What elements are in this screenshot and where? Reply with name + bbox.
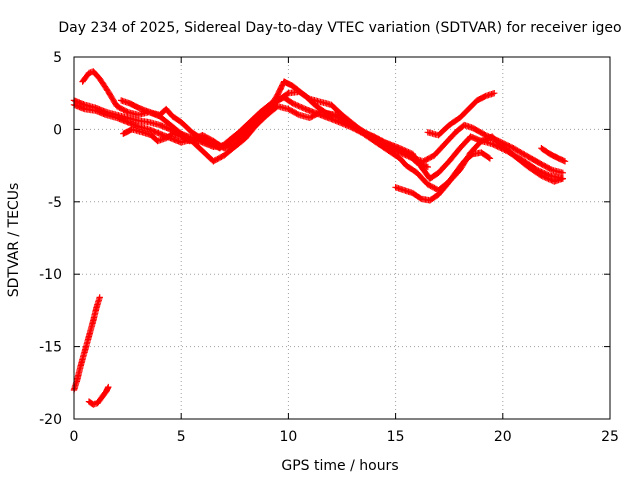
y-tick-label: -5 — [48, 195, 62, 211]
series-arc-8 — [538, 145, 569, 165]
x-axis-title: GPS time / hours — [281, 458, 398, 474]
x-tick-label: 25 — [601, 429, 619, 445]
y-tick-label: -20 — [39, 412, 62, 428]
axis-ticks: 0 5 10 15 20 25 -20 -15 -10 -5 0 5 — [39, 50, 619, 445]
y-tick-label: 0 — [53, 122, 62, 138]
x-tick-label: 0 — [70, 429, 79, 445]
series-arc-7 — [424, 90, 498, 139]
series-arc-4 — [118, 88, 431, 171]
y-tick-label: 5 — [53, 50, 62, 66]
chart-title: Day 234 of 2025, Sidereal Day-to-day VTE… — [58, 20, 621, 36]
y-tick-label: -15 — [39, 340, 62, 356]
series-arc-10 — [85, 383, 112, 408]
series-arc-5 — [120, 126, 206, 145]
x-tick-label: 15 — [387, 429, 405, 445]
grid-lines — [74, 57, 610, 419]
x-tick-label: 20 — [494, 429, 512, 445]
x-tick-label: 10 — [279, 429, 297, 445]
y-axis-title: SDTVAR / TECUs — [6, 183, 22, 298]
plot-frame — [73, 56, 611, 420]
x-tick-label: 5 — [177, 429, 186, 445]
y-tick-label: -10 — [39, 267, 62, 283]
series-arc-6 — [392, 149, 494, 204]
